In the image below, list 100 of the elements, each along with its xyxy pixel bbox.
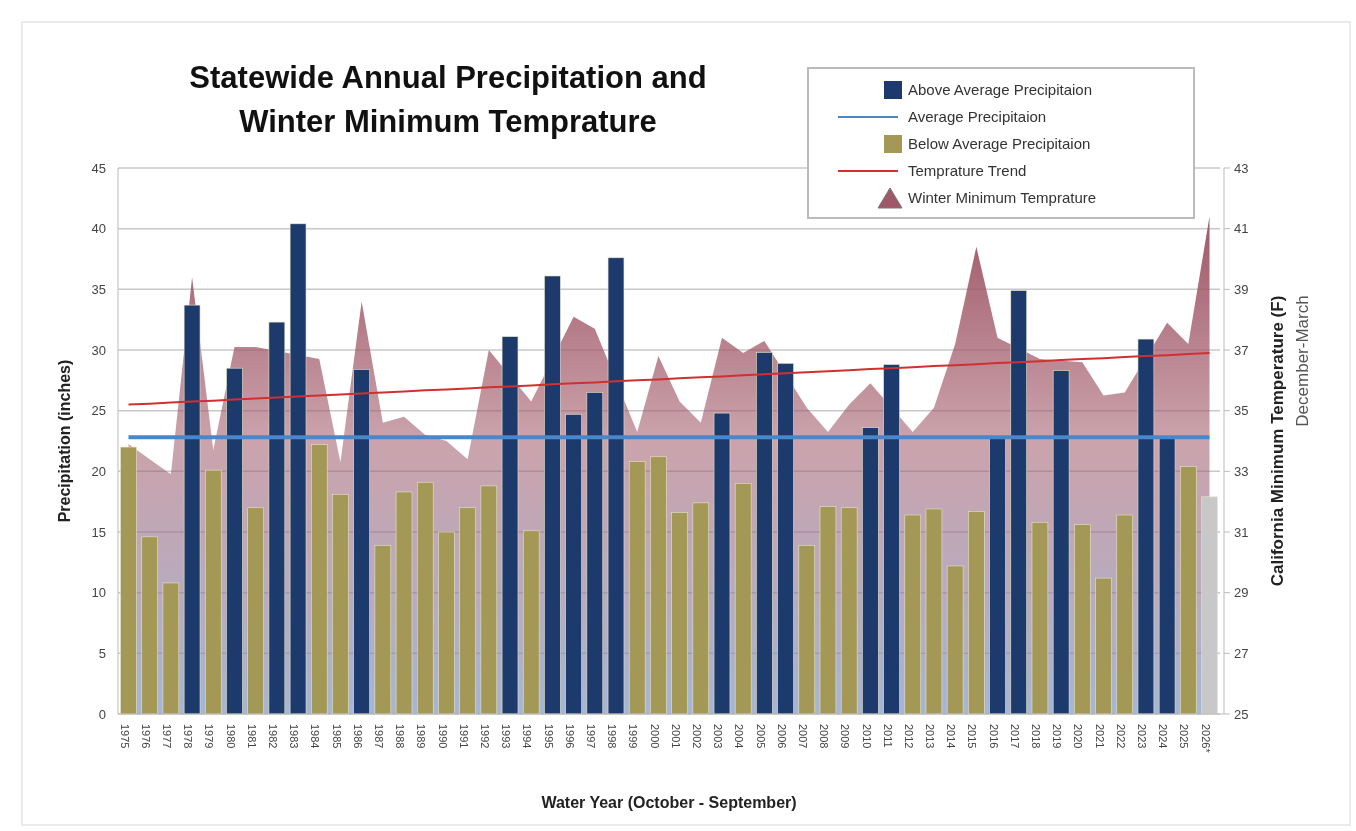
y2-tick-label: 31 — [1234, 524, 1249, 540]
bar — [692, 502, 710, 715]
x-tick-label: 1997 — [584, 724, 597, 749]
x-tick-label: 1995 — [542, 724, 555, 749]
x-tick-label: 1986 — [351, 724, 364, 749]
text: December-March — [1293, 295, 1312, 427]
x-tick-label: 1976 — [139, 724, 152, 749]
bar — [586, 392, 604, 715]
bar — [713, 412, 731, 715]
x-tick-label: 1996 — [563, 724, 576, 749]
x-tick-label: 2020 — [1072, 724, 1085, 749]
x-tick-label: 1983 — [288, 724, 301, 749]
bar — [395, 491, 413, 715]
y2-tick-label: 43 — [1234, 160, 1249, 176]
bar — [501, 336, 519, 715]
x-tick-label: 2000 — [648, 724, 661, 749]
bar — [120, 446, 137, 715]
bar — [1137, 338, 1155, 715]
legend-label: Below Average Precipitaion — [908, 135, 1091, 153]
bar — [798, 545, 816, 715]
bar — [607, 257, 625, 715]
x-tick-label: 2016 — [987, 724, 1000, 749]
x-tick-label: 1994 — [521, 724, 534, 749]
bar — [311, 444, 328, 715]
y-tick-label: 25 — [91, 403, 106, 419]
x-tick-label: 1981 — [245, 724, 258, 749]
bar — [438, 531, 455, 715]
y2-tick-label: 25 — [1234, 706, 1249, 722]
x-tick-label: 1990 — [436, 724, 449, 749]
legend-label: Average Precipitaion — [908, 108, 1047, 126]
x-tick-label: 2018 — [1030, 724, 1043, 749]
x-tick-label: 1985 — [330, 724, 343, 749]
bar — [205, 469, 222, 715]
y-tick-label: 0 — [98, 706, 106, 722]
x-tick-label: 2003 — [712, 724, 725, 749]
bar — [734, 483, 752, 715]
x-tick-label: 2007 — [796, 724, 809, 749]
y-axis-title: Precipitation (inches) — [56, 359, 73, 523]
x-tick-label: 2009 — [839, 724, 852, 749]
bar — [332, 494, 349, 715]
bar — [459, 507, 476, 715]
x-tick-label: 1988 — [394, 724, 407, 749]
y2-tick-label: 33 — [1234, 463, 1249, 479]
x-tick-label: 1979 — [203, 724, 216, 749]
y-tick-label: 10 — [91, 585, 106, 601]
bar — [904, 514, 922, 715]
x-tick-label: 1977 — [161, 724, 174, 749]
bar — [565, 414, 582, 715]
x-tick-label: 1980 — [224, 724, 237, 749]
y-tick-label: 20 — [91, 463, 106, 479]
bar — [268, 321, 286, 715]
bar — [628, 461, 646, 715]
x-tick-label: 2011 — [881, 724, 894, 748]
x-tick-label: 2014 — [945, 724, 958, 749]
bar — [1095, 577, 1112, 715]
x-tick-label: 1992 — [478, 724, 491, 749]
x-tick-label: 1982 — [267, 724, 280, 749]
x-tick-label: 1984 — [309, 724, 322, 749]
legend-label: Temprature Trend — [908, 162, 1027, 180]
x-tick-label: 1993 — [500, 724, 513, 749]
x-tick-label: 2025 — [1178, 724, 1191, 749]
bar — [819, 506, 837, 715]
x-tick-label: 1978 — [182, 724, 195, 749]
bar — [946, 565, 964, 715]
bar — [650, 456, 667, 715]
y2-tick-label: 27 — [1234, 645, 1249, 661]
x-tick-label: 2012 — [902, 724, 915, 749]
x-tick-label: 2017 — [1008, 724, 1021, 749]
y-tick-label: 35 — [91, 281, 106, 297]
x-tick-label: 1987 — [373, 724, 385, 749]
x-tick-label: 1999 — [627, 724, 640, 749]
y2-tick-label: 35 — [1234, 403, 1249, 419]
line-series — [127, 352, 1211, 406]
bar — [883, 364, 900, 715]
x-tick-label: 1975 — [118, 724, 131, 749]
bar — [1031, 521, 1049, 715]
bar — [1052, 370, 1070, 715]
x-tick-label: 2021 — [1093, 724, 1106, 749]
y2-tick-label: 37 — [1234, 342, 1249, 358]
bar — [522, 530, 540, 715]
bar — [1180, 466, 1197, 715]
bar — [777, 363, 794, 715]
x-tick-label: 2008 — [818, 724, 831, 749]
x-axis-title: Water Year (October - September) — [541, 794, 797, 811]
x-tick-label: 1989 — [415, 724, 428, 749]
x-tick-label: 1998 — [606, 724, 619, 749]
y2-tick-label: 39 — [1234, 281, 1249, 297]
x-tick-label: 2024 — [1157, 724, 1170, 749]
bar — [840, 507, 858, 715]
x-tick-label: 2004 — [733, 724, 746, 749]
bar — [862, 427, 879, 715]
y-tick-label: 45 — [91, 160, 106, 176]
bar — [1116, 514, 1133, 715]
bar — [226, 367, 243, 715]
bar — [183, 304, 201, 715]
bar — [374, 545, 392, 715]
bar — [544, 275, 561, 715]
y-tick-label: 40 — [91, 221, 106, 237]
x-tick-label: 2023 — [1136, 724, 1149, 749]
bar — [925, 508, 943, 715]
